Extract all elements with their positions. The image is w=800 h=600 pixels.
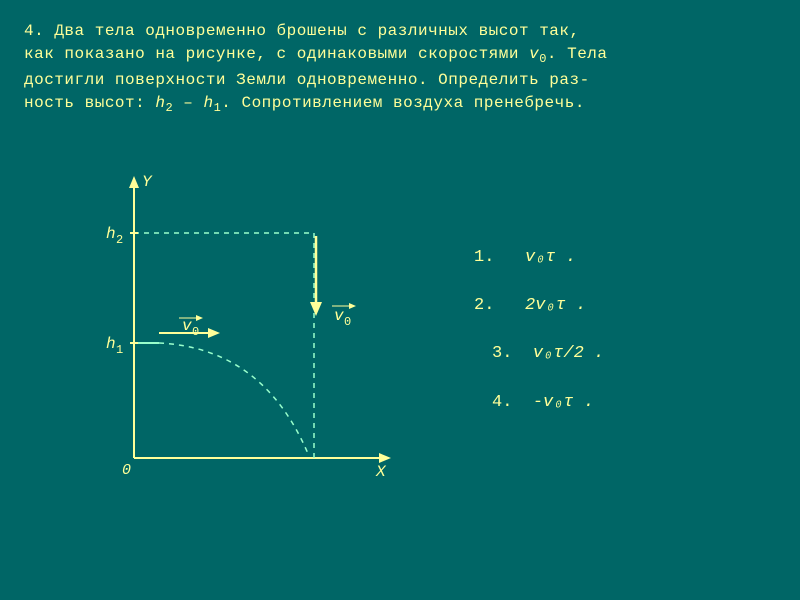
line4a: ность высот:	[24, 94, 155, 112]
physics-diagram: Y X 0 h 2 h 1 v 0 v 0	[84, 168, 404, 488]
opt3-val: v₀τ/2 .	[533, 344, 604, 363]
line2a: как показано на рисунке, с одинаковыми с…	[24, 45, 529, 63]
opt4-num: 4.	[492, 393, 512, 412]
content-area: Y X 0 h 2 h 1 v 0 v 0 1. v₀τ . 2. 2v₀τ .…	[24, 168, 776, 568]
line2b: . Тела	[547, 45, 608, 63]
h1-sym: h	[203, 94, 213, 112]
h1-axis-sub: 1	[116, 343, 123, 357]
option-3: 3. v₀τ/2 .	[474, 344, 604, 364]
h2-sym: h	[155, 94, 165, 112]
v0-horiz-label: v	[182, 317, 192, 335]
v0-horiz-sub: 0	[192, 325, 199, 339]
line3: достигли поверхности Земли одновременно.…	[24, 71, 590, 89]
opt2-val: 2v₀τ .	[525, 296, 586, 315]
x-axis-label: X	[375, 463, 387, 481]
v-sub: 0	[539, 52, 547, 66]
option-2: 2. 2v₀τ .	[474, 296, 604, 316]
y-axis-label: Y	[142, 173, 153, 191]
v-symbol: v	[529, 45, 539, 63]
origin-label: 0	[122, 462, 131, 479]
h2-axis-sub: 2	[116, 233, 123, 247]
v0-vert-label: v	[334, 307, 344, 325]
option-1: 1. v₀τ .	[474, 248, 604, 268]
line4b: . Сопротивлением воздуха пренебречь.	[221, 94, 585, 112]
problem-number: 4.	[24, 22, 44, 40]
opt2-num: 2.	[474, 296, 494, 315]
minus: –	[173, 94, 203, 112]
opt3-num: 3.	[492, 344, 512, 363]
opt1-num: 1.	[474, 248, 494, 267]
h2-axis-label: h	[106, 225, 116, 243]
option-4: 4. -v₀τ .	[474, 393, 604, 413]
opt1-val: v₀τ .	[525, 248, 576, 267]
h2-sub: 2	[165, 101, 173, 115]
problem-statement: 4. Два тела одновременно брошены с разли…	[24, 20, 776, 118]
line1: Два тела одновременно брошены с различны…	[54, 22, 579, 40]
answer-options: 1. v₀τ . 2. 2v₀τ . 3. v₀τ/2 . 4. -v₀τ .	[474, 248, 604, 442]
h1-axis-label: h	[106, 335, 116, 353]
opt4-val: -v₀τ .	[533, 393, 594, 412]
v0-vert-sub: 0	[344, 315, 351, 329]
